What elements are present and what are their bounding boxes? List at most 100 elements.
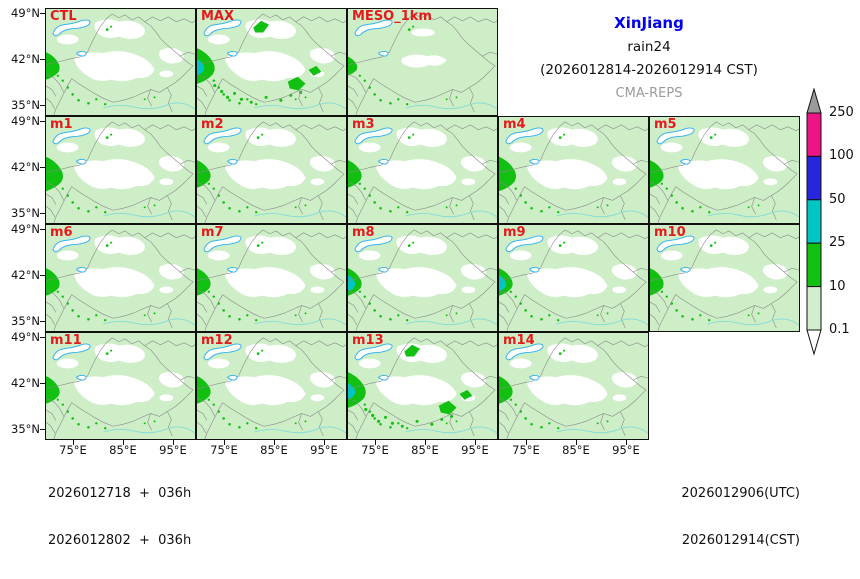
southwest-border-2: [46, 409, 57, 421]
xinjiang-outline: [46, 337, 194, 439]
mongolia-border: [295, 124, 346, 132]
lake-ebinur: [75, 266, 87, 273]
southeast-border-2: [147, 413, 152, 431]
dry-areas: [207, 235, 335, 298]
lat-tick-mark: [40, 229, 45, 231]
lon-tick-mark: [425, 440, 427, 445]
map-svg: [46, 9, 195, 115]
panel-m3: m3: [347, 116, 498, 224]
lakes: [354, 127, 393, 165]
precip-moderate-cells: [499, 133, 609, 214]
southwest-border-3: [348, 313, 358, 326]
lat-tick-label: 42°N: [11, 160, 40, 174]
colorbar-segment: [806, 199, 822, 244]
lake-balkhash: [203, 343, 242, 361]
river-line: [254, 210, 346, 218]
lakes: [52, 343, 91, 381]
map-svg: [499, 117, 648, 223]
precip-moderate-cells: [197, 20, 322, 106]
lake-balkhash: [52, 343, 91, 361]
colorbar-tick-label: 10: [829, 278, 846, 294]
xinjiang-outline: [46, 13, 194, 115]
southeast-border-2: [298, 197, 303, 215]
southwest-border-2: [197, 409, 208, 421]
southwest-border-3: [499, 205, 509, 218]
lat-tick-mark: [40, 383, 45, 385]
dry-areas: [660, 235, 788, 298]
southeast-border-1: [167, 195, 173, 221]
southwest-border-3: [46, 205, 56, 218]
mongolia-border: [446, 340, 497, 348]
lon-tick-mark: [274, 440, 276, 445]
river-line: [405, 102, 497, 110]
panel-m1: m1: [45, 116, 196, 224]
lakes: [203, 235, 242, 273]
map-svg: [348, 9, 497, 115]
east-border: [784, 267, 799, 273]
colorbar-segment: [806, 286, 822, 331]
precip-speckles: [509, 133, 609, 214]
lat-tick-mark: [40, 167, 45, 169]
southeast-border-1: [620, 195, 626, 221]
precip-moderate-cells: [197, 241, 307, 322]
southwest-border-1: [46, 289, 65, 309]
panel-label: CTL: [50, 9, 77, 24]
southeast-border-2: [600, 413, 605, 431]
southeast-border-2: [298, 413, 303, 431]
province-borders: [348, 337, 497, 439]
southeast-border-2: [298, 89, 303, 107]
lon-tick-mark: [73, 440, 75, 445]
lakes: [203, 19, 242, 57]
southwest-border-2: [499, 301, 510, 313]
precip-speckles: [509, 349, 609, 430]
lon-tick-mark: [475, 440, 477, 445]
river-line: [254, 426, 346, 434]
precip-moderate-cells: [46, 133, 156, 214]
precip-moderate-cells: [650, 133, 760, 214]
lat-tick-mark: [40, 429, 45, 431]
xinjiang-outline: [197, 121, 345, 223]
lon-tick-mark: [375, 440, 377, 445]
southwest-border-1: [348, 73, 367, 93]
colorbar-tick-label: 100: [829, 148, 854, 164]
xinjiang-outline: [197, 229, 345, 331]
lakes: [656, 127, 695, 165]
lake-balkhash: [203, 127, 242, 145]
xinjiang-outline: [197, 13, 345, 115]
dry-areas: [660, 127, 788, 190]
panel-label: m9: [503, 225, 526, 240]
lakes: [354, 235, 393, 273]
southwest-border-3: [499, 313, 509, 326]
lakes: [52, 127, 91, 165]
precip-speckles-heavy: [364, 407, 454, 428]
region-title: XinJiang: [614, 14, 684, 32]
map-svg: [499, 333, 648, 439]
lon-tick-label: 75°E: [210, 443, 238, 457]
river-line: [556, 318, 648, 326]
southeast-border-2: [751, 197, 756, 215]
east-border: [784, 159, 799, 165]
southwest-border-3: [197, 421, 207, 434]
river-line: [254, 318, 346, 326]
province-borders: [197, 13, 346, 115]
lake-balkhash: [505, 127, 544, 145]
southeast-border-1: [318, 195, 324, 221]
southwest-border-2: [499, 409, 510, 421]
southwest-border-2: [197, 301, 208, 313]
map-svg: [46, 333, 195, 439]
mongolia-border: [748, 124, 799, 132]
lake-balkhash: [505, 235, 544, 253]
map-svg: [46, 225, 195, 331]
xinjiang-outline: [499, 337, 647, 439]
dry-areas: [401, 28, 447, 68]
province-borders: [650, 121, 799, 223]
dry-areas: [358, 235, 486, 298]
precip-speckles: [509, 241, 609, 322]
southwest-border-2: [499, 193, 510, 205]
lakes: [203, 343, 242, 381]
lakes: [52, 235, 91, 273]
southeast-border-2: [449, 89, 454, 107]
init-line-1: 2026012718 + 036h: [48, 486, 192, 501]
river-line: [556, 426, 648, 434]
lon-tick-mark: [324, 440, 326, 445]
